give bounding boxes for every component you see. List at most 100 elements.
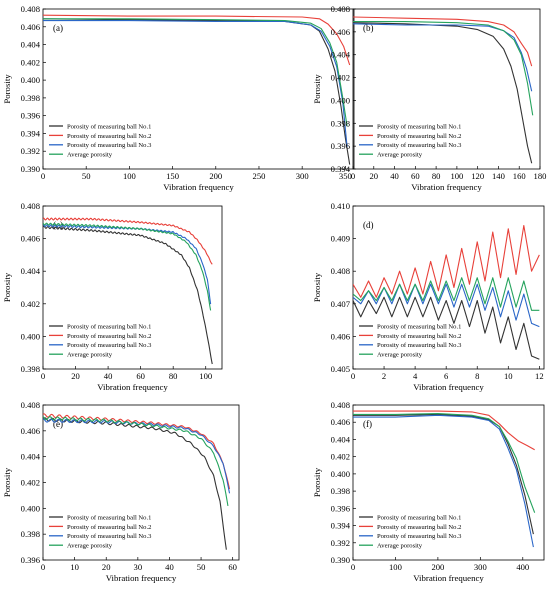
y-tick-label: 0.408 [331,4,350,14]
legend-label: Porosity of measuring ball No.3 [67,142,152,149]
series-line-no3 [43,418,231,494]
x-axis-title: Vibration frequency [163,182,234,192]
x-tick-label: 50 [82,171,91,181]
y-axis-title: Porosity [2,74,12,104]
legend-label: Porosity of measuring ball No.1 [377,323,461,330]
x-tick-label: 80 [169,371,178,381]
y-tick-label: 0.409 [331,234,350,244]
y-tick-label: 0.404 [331,50,351,60]
x-tick-label: 200 [431,562,444,572]
y-tick-label: 0.406 [21,426,41,436]
x-tick-label: 120 [471,171,484,181]
legend-label: Average porosity [377,152,423,159]
y-tick-label: 0.404 [21,452,41,462]
x-tick-label: 60 [228,562,237,572]
x-tick-label: 100 [123,171,136,181]
y-axis-title: Porosity [2,272,12,302]
x-tick-label: 10 [504,371,513,381]
series-line-average [353,21,534,116]
x-tick-label: 100 [199,371,212,381]
y-tick-label: 0.396 [21,111,41,121]
y-axis-title: Porosity [312,467,322,497]
plot-frame [352,404,545,561]
y-tick-label: 0.404 [331,434,351,444]
x-tick-label: 200 [209,171,222,181]
y-tick-label: 0.410 [331,201,350,211]
series-line-no2 [43,14,351,66]
series-line-no1 [353,296,540,360]
series-line-average [43,416,229,507]
y-tick-label: 0.398 [21,529,40,539]
x-tick-label: 0 [41,562,45,572]
x-tick-label: 60 [136,371,145,381]
series-line-average [43,222,212,311]
y-axis-title: Porosity [312,272,322,302]
y-tick-label: 0.406 [21,234,41,244]
panel-e: 0 10 20 30 40 50 60 0.396 0.398 0.400 0.402 0.404 0.… [2,400,240,583]
legend-label: Porosity of measuring ball No.1 [377,123,461,130]
y-tick-label: 0.394 [21,128,41,138]
y-tick-label: 0.390 [21,164,40,174]
y-tick-label: 0.398 [331,118,350,128]
legend-label: Porosity of measuring ball No.3 [377,533,462,540]
legend-label: Porosity of measuring ball No.3 [377,342,462,349]
x-tick-label: 300 [474,562,487,572]
x-tick-label: 0 [41,171,45,181]
panel-b: 0 20 40 60 80 100 120 140 160 180 0.394 0.396 0.398 0… [312,4,546,192]
legend-label: Porosity of measuring ball No.2 [377,333,461,340]
x-axis-title: Vibration frequency [106,573,177,583]
legend-label: Porosity of measuring ball No.3 [67,342,152,349]
x-tick-label: 30 [134,562,143,572]
y-tick-label: 0.406 [21,22,41,32]
series-line-average [353,277,540,311]
y-tick-label: 0.404 [21,40,41,50]
y-tick-label: 0.406 [331,417,351,427]
x-tick-label: 250 [253,171,266,181]
y-tick-label: 0.408 [21,400,40,410]
panel-label: (c) [53,220,63,230]
y-tick-label: 0.408 [331,266,350,276]
x-tick-label: 0 [41,371,45,381]
plot-frame [352,8,541,170]
x-tick-label: 350 [339,171,352,181]
y-tick-label: 0.402 [331,73,350,83]
x-tick-label: 400 [516,562,529,572]
x-tick-label: 12 [535,371,544,381]
x-tick-label: 20 [102,562,111,572]
series-line-no2 [353,410,535,451]
y-tick-label: 0.400 [21,75,40,85]
x-tick-label: 6 [444,371,449,381]
legend-label: Porosity of measuring ball No.3 [377,142,462,149]
panel-label: (d) [363,220,374,230]
panel-c: 0 20 40 60 80 100 0.398 0.400 0.402 0.404 0.406 0.4… [2,201,223,392]
y-tick-label: 0.406 [331,331,351,341]
y-axis-title: Porosity [312,74,322,104]
series-line-no3 [353,23,533,92]
series-line-no2 [353,225,540,298]
y-tick-label: 0.398 [21,364,40,374]
plot-frame [42,8,355,170]
x-tick-label: 50 [197,562,206,572]
x-axis-title: Vibration frequency [411,182,482,192]
x-tick-label: 10 [70,562,79,572]
panel-label: (a) [53,23,63,33]
legend-label: Average porosity [67,352,113,359]
y-tick-label: 0.400 [21,503,40,513]
x-tick-label: 20 [71,371,80,381]
series-line-no1 [43,225,213,365]
y-tick-label: 0.402 [21,299,40,309]
series-line-no3 [43,20,348,147]
y-tick-label: 0.408 [21,201,40,211]
legend-label: Average porosity [377,543,423,550]
legend-label: Average porosity [67,543,113,550]
y-tick-label: 0.394 [331,521,351,531]
series-line-no2 [43,217,213,265]
y-tick-label: 0.408 [331,400,350,410]
legend-label: Porosity of measuring ball No.1 [67,123,151,130]
y-axis-title: Porosity [2,467,12,497]
plot-frame [352,205,545,370]
y-tick-label: 0.394 [331,164,351,174]
x-tick-label: 0 [351,562,355,572]
legend-label: Porosity of measuring ball No.1 [377,514,461,521]
